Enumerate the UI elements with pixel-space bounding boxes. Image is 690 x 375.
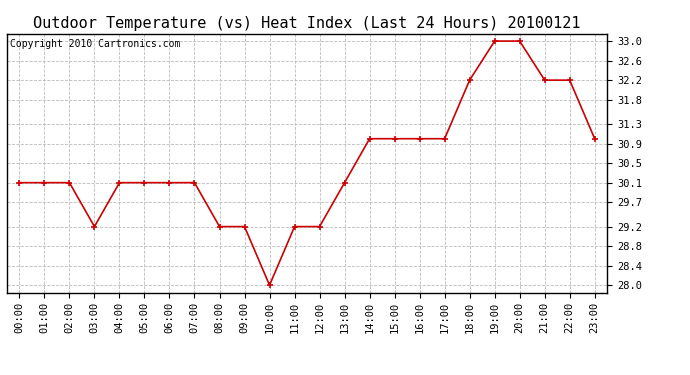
Title: Outdoor Temperature (vs) Heat Index (Last 24 Hours) 20100121: Outdoor Temperature (vs) Heat Index (Las… (33, 16, 581, 31)
Text: Copyright 2010 Cartronics.com: Copyright 2010 Cartronics.com (10, 39, 180, 49)
